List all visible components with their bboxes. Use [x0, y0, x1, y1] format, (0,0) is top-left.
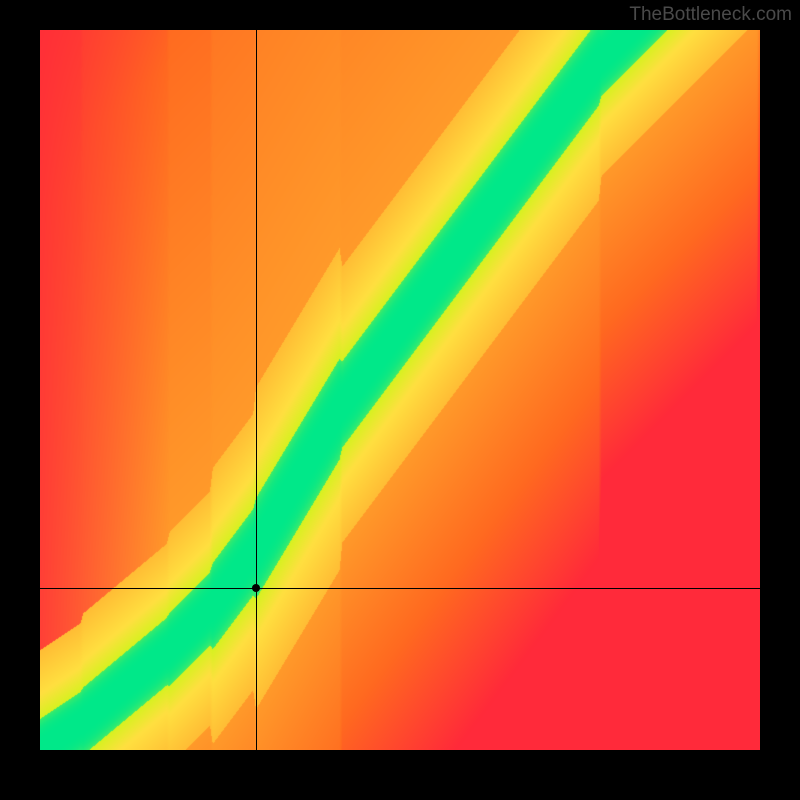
bottleneck-heatmap [40, 30, 760, 750]
watermark-text: TheBottleneck.com [629, 4, 792, 26]
heatmap-canvas [40, 30, 760, 750]
